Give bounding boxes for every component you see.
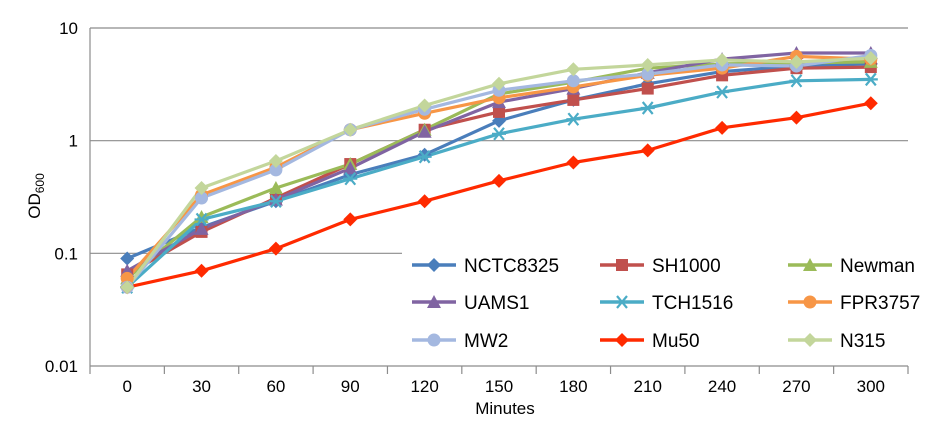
- legend-swatch-marker-tch1516: [615, 295, 629, 309]
- data-point-mw2: [641, 67, 655, 81]
- data-point-mw2: [269, 163, 283, 177]
- legend-label-n315: N315: [840, 331, 885, 352]
- data-point-tch1516: [715, 85, 730, 99]
- data-point-mu50: [715, 120, 730, 135]
- data-point-n315: [715, 52, 730, 67]
- data-point-tch1516: [566, 112, 581, 126]
- data-point-tch1516: [343, 171, 358, 186]
- legend-label-nctc8325: NCTC8325: [464, 256, 559, 277]
- x-axis-title: Minutes: [475, 399, 535, 418]
- data-point-n315: [343, 122, 358, 137]
- y-axis-title-main: OD: [25, 193, 44, 219]
- legend-swatch-marker-nctc8325: [427, 258, 441, 272]
- data-point-sh1000: [641, 82, 654, 95]
- data-point-n315: [120, 280, 135, 295]
- x-tick-label: 90: [341, 377, 360, 396]
- data-point-mu50: [566, 155, 581, 170]
- x-tick-label: 180: [559, 377, 587, 396]
- legend: NCTC8325 SH1000 Newman UAMS1 TCH1516 FPR3757 M…: [402, 247, 948, 361]
- legend-label-newman: Newman: [840, 256, 915, 277]
- y-tick-label: 0.01: [45, 357, 78, 376]
- data-point-tch1516: [194, 212, 209, 227]
- legend-label-tch1516: TCH1516: [652, 293, 733, 314]
- axes-layer: 10 1 0.1 0.01 0 30 60 90 120 150 180 210 240 270 300: [45, 19, 909, 396]
- data-point-tch1516: [863, 72, 878, 87]
- data-point-uams1: [417, 124, 432, 138]
- legend-label-fpr3757: FPR3757: [840, 293, 920, 314]
- data-point-n315: [194, 181, 209, 196]
- data-point-n315: [492, 76, 506, 91]
- data-point-tch1516: [417, 150, 432, 164]
- data-point-mu50: [268, 241, 283, 256]
- data-point-mu50: [343, 212, 358, 227]
- x-tick-label: 300: [857, 377, 885, 396]
- x-tick-label: 210: [634, 377, 662, 396]
- data-point-nctc8325: [120, 251, 135, 266]
- data-point-mu50: [194, 263, 209, 278]
- data-point-tch1516: [789, 74, 804, 88]
- data-point-n315: [417, 98, 432, 113]
- data-point-mu50: [863, 96, 878, 111]
- y-axis-title-subscript: 600: [33, 173, 47, 193]
- series-markers-layer: [120, 45, 878, 295]
- data-point-n315: [789, 54, 804, 69]
- data-point-sh1000: [567, 93, 580, 106]
- data-point-fpr3757: [120, 271, 134, 285]
- data-point-newman: [268, 181, 283, 195]
- legend-swatch-marker-fpr3757: [803, 295, 817, 309]
- data-point-uams1: [343, 161, 358, 175]
- legend-swatch-marker-mu50: [615, 333, 629, 347]
- data-point-n315: [566, 62, 581, 77]
- data-point-mu50: [417, 194, 432, 209]
- data-point-n315: [863, 51, 878, 66]
- legend-label-mu50: Mu50: [652, 331, 700, 352]
- legend-label-uams1: UAMS1: [464, 293, 529, 314]
- data-point-tch1516: [268, 194, 283, 208]
- y-axis-title: OD600: [25, 173, 47, 219]
- data-point-tch1516: [492, 127, 506, 141]
- y-tick-label: 1: [69, 132, 78, 151]
- x-tick-label: 60: [266, 377, 285, 396]
- x-tick-label: 120: [410, 377, 438, 396]
- legend-label-sh1000: SH1000: [652, 256, 721, 277]
- data-point-mw2: [566, 74, 580, 88]
- x-tick-label: 150: [485, 377, 513, 396]
- data-point-tch1516: [640, 101, 655, 115]
- data-point-uams1: [194, 221, 209, 235]
- legend-swatch-marker-uams1: [427, 295, 441, 308]
- legend-swatch-marker-mw2: [427, 333, 441, 347]
- data-point-mw2: [195, 191, 209, 205]
- y-tick-label: 0.1: [54, 244, 78, 263]
- data-point-n315: [640, 57, 655, 72]
- data-point-mu50: [640, 143, 655, 158]
- legend-label-mw2: MW2: [464, 331, 508, 352]
- x-tick-label: 0: [122, 377, 131, 396]
- data-point-mu50: [789, 110, 804, 125]
- x-tick-label: 240: [708, 377, 736, 396]
- x-tick-label: 30: [192, 377, 211, 396]
- data-point-n315: [268, 153, 283, 168]
- data-point-mu50: [492, 173, 506, 188]
- legend-swatch-marker-newman: [803, 258, 817, 271]
- data-point-sh1000: [493, 105, 505, 118]
- x-tick-label: 270: [782, 377, 810, 396]
- legend-swatch-marker-sh1000: [616, 259, 628, 271]
- y-tick-label: 10: [59, 19, 78, 38]
- legend-background: [402, 247, 948, 361]
- legend-swatch-marker-n315: [803, 333, 817, 347]
